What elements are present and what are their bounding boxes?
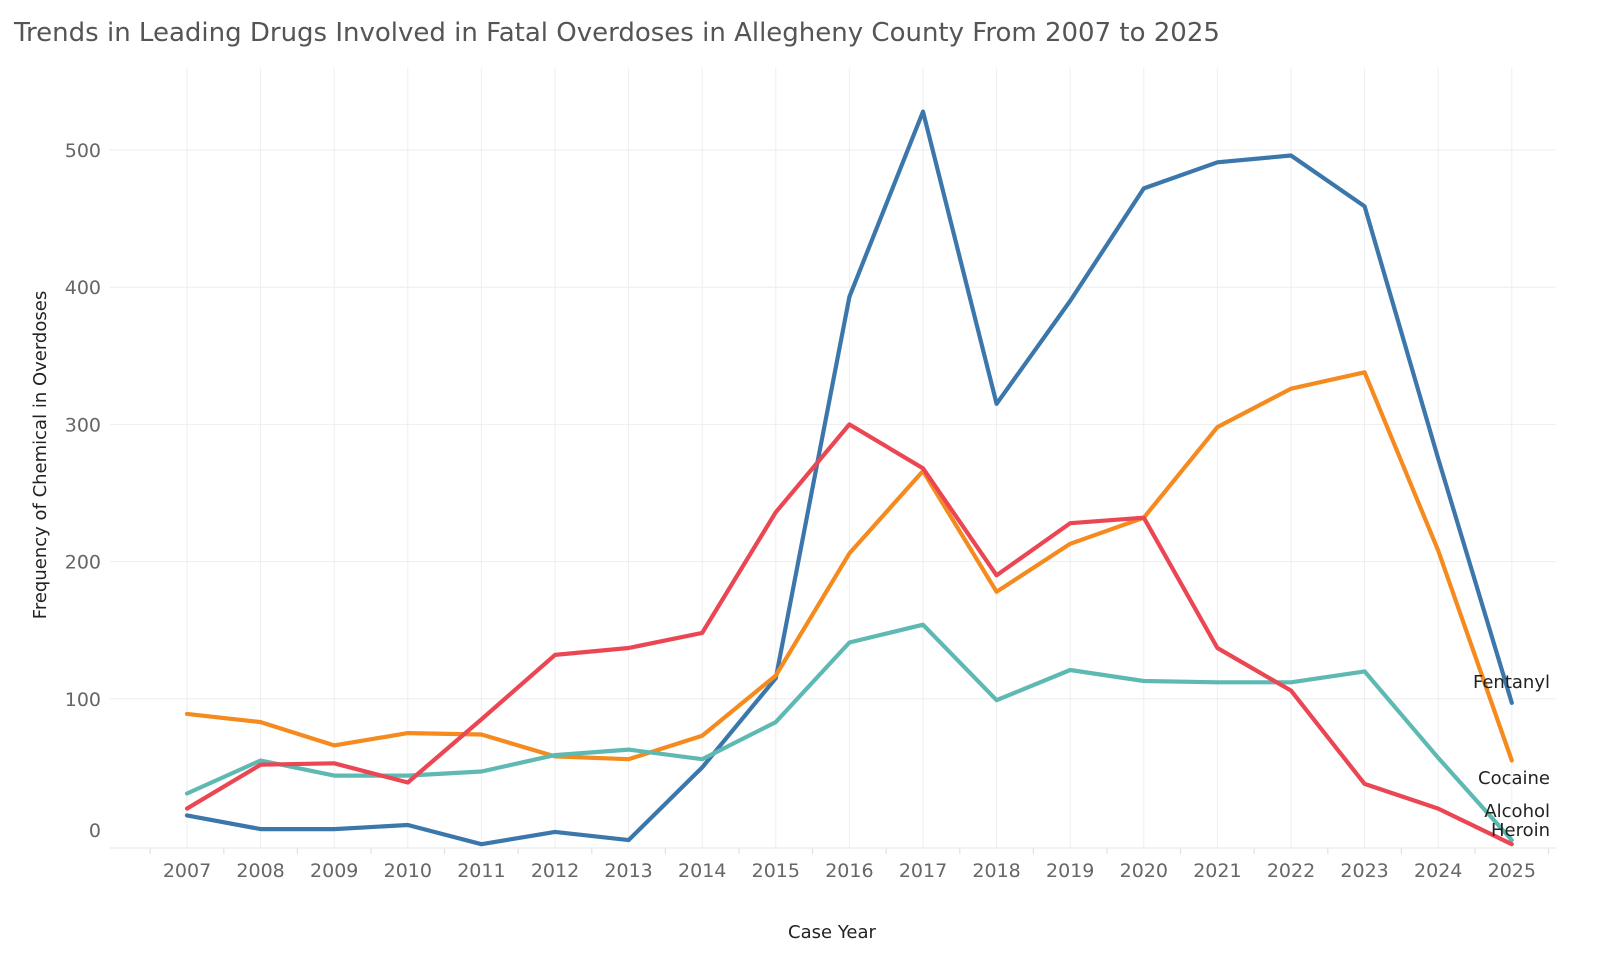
x-tick-label: 2009 [310, 860, 358, 882]
y-tick-label: 400 [65, 277, 101, 299]
series-label-alcohol: Alcohol [1484, 801, 1550, 822]
series-line-heroin [184, 422, 1514, 847]
x-tick-label: 2008 [236, 860, 284, 882]
x-tick-label: 2010 [384, 860, 432, 882]
x-tick-label: 2024 [1414, 860, 1462, 882]
x-tick-label: 2013 [604, 860, 652, 882]
series-line-alcohol [184, 622, 1514, 843]
x-tick-label: 2011 [457, 860, 505, 882]
x-tick-label: 2019 [1046, 860, 1094, 882]
series-line-fentanyl [184, 109, 1514, 847]
series-line-cocaine [184, 370, 1514, 763]
x-tick-label: 2023 [1340, 860, 1388, 882]
series-lines [184, 109, 1514, 847]
x-tick-label: 2022 [1267, 860, 1315, 882]
series-label-heroin: Heroin [1491, 820, 1550, 841]
y-tick-label: 300 [65, 414, 101, 436]
x-tick-label: 2014 [678, 860, 726, 882]
x-tick-label: 2012 [531, 860, 579, 882]
y-tick-label: 500 [65, 140, 101, 162]
x-tick-label: 2016 [825, 860, 873, 882]
y-tick-label: 200 [65, 552, 101, 574]
x-tick-label: 2020 [1120, 860, 1168, 882]
x-tick-label: 2007 [163, 860, 211, 882]
chart-title: Trends in Leading Drugs Involved in Fata… [14, 18, 1220, 48]
y-tick-label: 0 [89, 820, 101, 842]
series-label-fentanyl: Fentanyl [1473, 672, 1550, 693]
x-tick-label: 2025 [1488, 860, 1536, 882]
series-label-cocaine: Cocaine [1478, 768, 1550, 789]
x-tick-label: 2021 [1193, 860, 1241, 882]
x-tick-label: 2018 [972, 860, 1020, 882]
y-axis-title: Frequency of Chemical in Overdoses [30, 291, 51, 619]
y-tick-label: 100 [65, 689, 101, 711]
x-axis-title: Case Year [788, 922, 876, 943]
x-tick-label: 2015 [752, 860, 800, 882]
x-axis-ticks: 2007 2008 2009 2010 2011 2012 2013 2014 2015 2016… [163, 860, 1536, 882]
x-tick-label: 2017 [899, 860, 947, 882]
grid-lines [110, 68, 1556, 854]
y-axis-ticks: 0 100 200 300 400 500 [65, 140, 101, 842]
